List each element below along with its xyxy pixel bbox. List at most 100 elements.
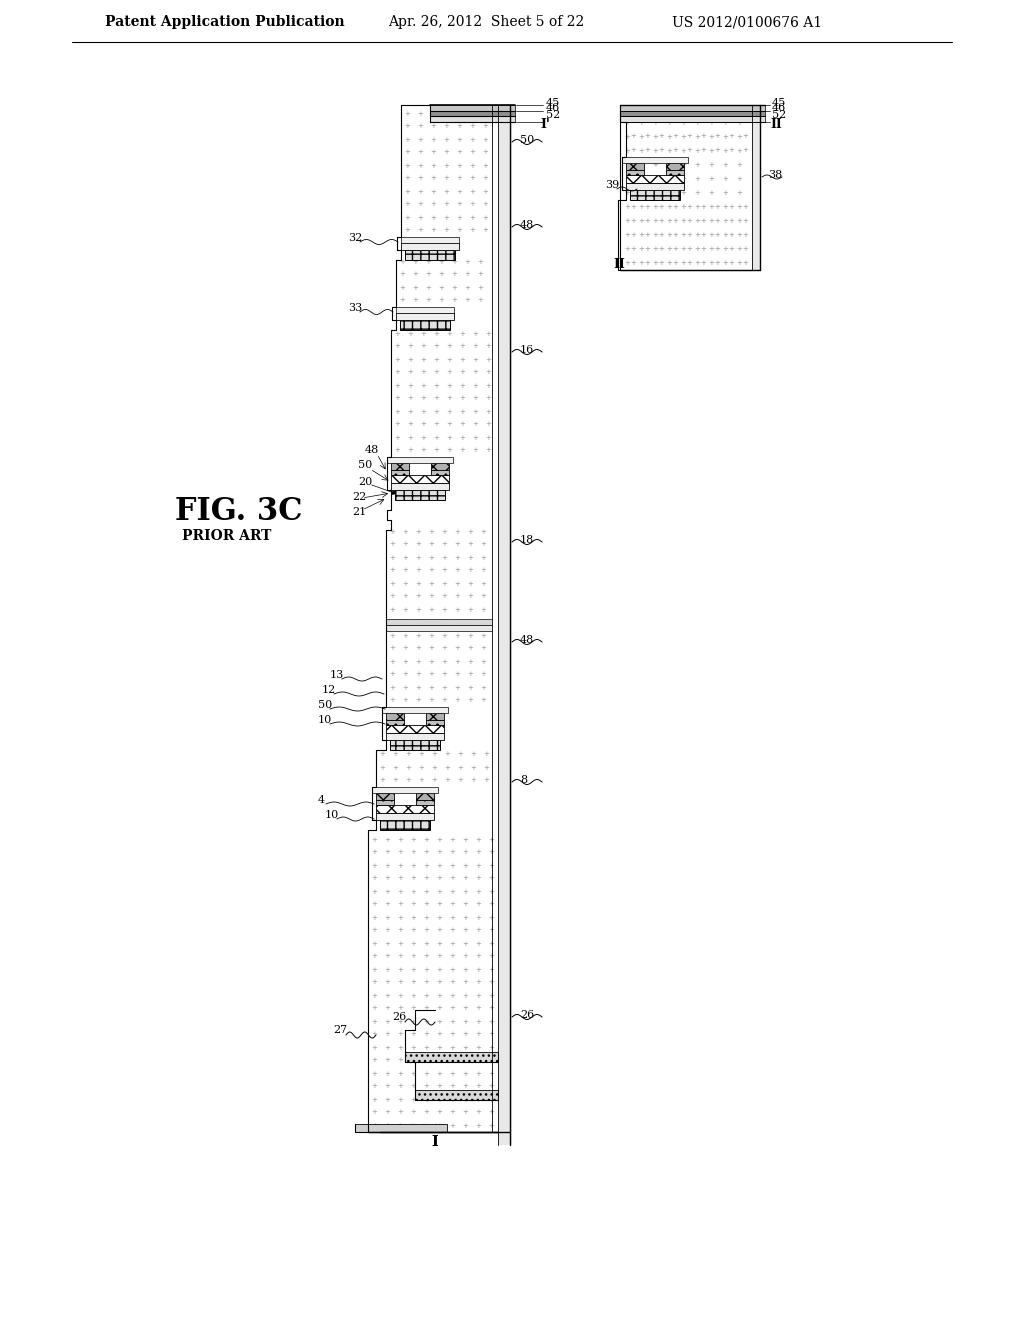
Text: +: + [432,1053,438,1059]
Text: +: + [438,297,444,304]
Text: +: + [714,133,720,139]
Text: +: + [450,1097,456,1102]
Text: +: + [475,979,481,986]
Text: +: + [488,1097,495,1102]
Text: +: + [416,645,422,652]
Text: +: + [455,697,461,704]
Text: +: + [485,383,492,388]
Text: +: + [680,162,686,168]
Text: +: + [416,697,422,704]
Text: +: + [455,619,461,626]
Text: +: + [630,133,636,139]
Text: +: + [482,162,488,169]
Text: +: + [408,343,414,350]
Text: +: + [418,136,424,143]
Text: +: + [480,581,486,586]
Text: +: + [455,541,461,548]
Bar [376,800,394,805]
Text: +: + [488,966,495,973]
Text: +: + [722,246,728,252]
Text: 38: 38 [768,170,782,180]
Text: +: + [630,147,636,153]
Text: +: + [411,915,417,920]
Text: +: + [488,1071,495,1077]
Text: +: + [736,176,742,182]
Text: +: + [411,902,417,908]
Text: +: + [460,396,466,401]
Text: +: + [389,685,395,690]
Text: +: + [472,447,478,454]
Text: +: + [441,528,447,535]
Text: +: + [708,135,714,140]
Text: +: + [463,915,468,920]
Text: +: + [430,1092,436,1097]
Text: +: + [441,632,447,639]
Text: +: + [644,205,650,210]
Text: +: + [431,764,437,771]
Text: +: + [463,1084,468,1089]
Text: +: + [708,218,714,224]
Text: +: + [385,1057,390,1064]
Text: +: + [429,619,434,626]
Text: 50: 50 [358,459,373,470]
Text: +: + [450,1122,456,1129]
Text: +: + [441,568,447,573]
Text: +: + [468,554,473,561]
Text: +: + [446,421,453,428]
Bar [391,463,409,470]
Text: +: + [465,272,470,277]
Text: +: + [372,1123,378,1129]
Text: +: + [490,1092,496,1097]
Text: +: + [708,205,714,210]
Text: +: + [728,260,734,267]
Text: +: + [397,1031,403,1038]
Text: +: + [455,528,461,535]
Text: +: + [385,966,390,973]
Text: +: + [397,1044,403,1051]
Text: +: + [441,685,447,690]
Text: +: + [385,979,390,986]
Text: +: + [416,528,422,535]
Text: +: + [475,1122,481,1129]
Text: +: + [714,218,720,224]
Text: +: + [638,205,644,210]
Text: +: + [460,447,466,454]
Text: +: + [487,623,494,628]
Text: +: + [714,147,720,153]
Text: +: + [441,606,447,612]
Text: +: + [463,888,468,895]
Text: +: + [444,777,451,784]
Text: +: + [424,915,429,920]
Text: +: + [736,260,742,267]
Text: +: + [475,953,481,960]
Text: +: + [475,837,481,842]
Text: +: + [624,232,630,238]
Text: +: + [728,205,734,210]
Text: +: + [480,632,486,639]
Text: +: + [421,421,426,428]
Text: +: + [385,915,390,920]
Text: +: + [424,862,429,869]
Text: +: + [480,685,486,690]
Text: +: + [385,928,390,933]
Text: +: + [389,554,395,561]
Text: +: + [463,979,468,986]
Text: +: + [485,356,492,363]
Text: +: + [652,176,658,182]
Text: +: + [385,1031,390,1038]
Text: +: + [436,993,442,998]
Text: +: + [457,124,463,129]
Text: +: + [444,751,451,758]
Text: +: + [493,1053,498,1059]
Text: +: + [742,218,748,224]
Text: +: + [480,1053,486,1059]
Text: +: + [402,672,409,677]
Text: +: + [463,1057,468,1064]
Text: +: + [402,528,409,535]
Text: +: + [422,623,427,628]
Text: +: + [424,1097,429,1102]
Text: +: + [480,697,486,704]
Text: +: + [672,246,678,252]
Text: 52: 52 [546,110,560,120]
Text: +: + [443,227,450,234]
